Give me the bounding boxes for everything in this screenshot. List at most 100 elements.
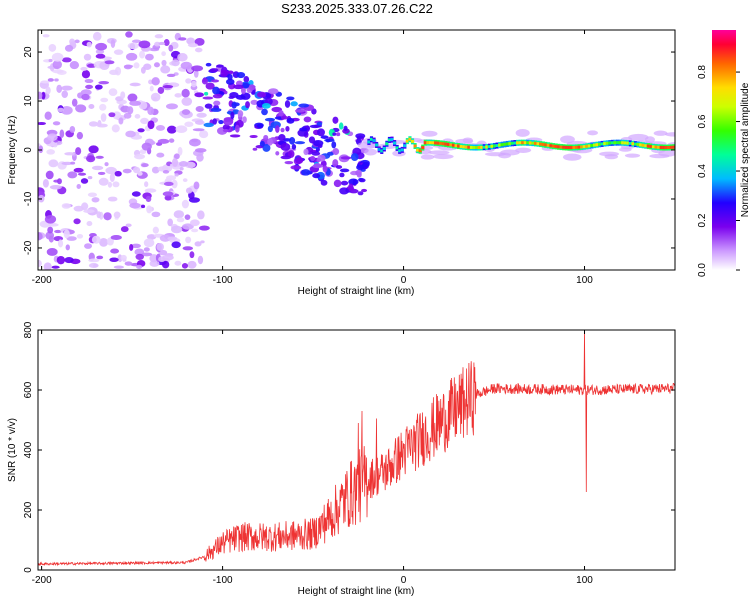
carrier-band-core [439, 141, 443, 145]
transition-blob [286, 117, 295, 124]
carrier-band-core [644, 144, 648, 148]
y-tick-label: 10 [23, 95, 34, 107]
carrier-band-core [669, 145, 674, 149]
noise-blob [150, 92, 161, 102]
carrier-band-core [377, 147, 381, 151]
noise-blob [64, 44, 74, 52]
carrier-band-core [508, 142, 512, 146]
carrier-band-core [618, 141, 622, 145]
noise-blob [38, 91, 43, 100]
transition-blob [216, 64, 224, 68]
noise-blob [108, 88, 118, 97]
noise-blob [129, 202, 141, 209]
transition-blob [284, 100, 291, 108]
carrier-band-core [403, 144, 407, 148]
transition-blob [233, 84, 244, 90]
carrier-halo [432, 154, 454, 160]
transition-blob [320, 135, 329, 139]
noise-blob [125, 31, 133, 38]
carrier-band-core [516, 141, 520, 145]
carrier-band-core [587, 144, 591, 148]
transition-blob [294, 109, 306, 113]
noise-blob [54, 78, 59, 82]
carrier-band-core [533, 141, 538, 145]
noise-blob [191, 65, 204, 72]
noise-blob [80, 178, 89, 184]
transition-blob [312, 173, 321, 179]
noise-blob [44, 214, 57, 224]
carrier-band-core [472, 146, 476, 150]
noise-blob [171, 225, 183, 234]
snr-y-ticks: 0 200 400 600 800 [23, 321, 675, 573]
noise-blob [96, 123, 108, 128]
noise-blob [109, 69, 119, 76]
noise-blob [194, 148, 207, 153]
noise-blob [179, 161, 189, 167]
colorbar-tick-label: 0.0 [697, 263, 708, 277]
spectrogram-region-transition [201, 62, 370, 196]
noise-blob [174, 93, 182, 98]
carrier-band-core [544, 143, 548, 147]
carrier-band-core [585, 144, 589, 148]
carrier-band-core [423, 141, 427, 145]
spectrogram-y-label: Frequency (Hz) [7, 116, 18, 185]
transition-blob [298, 103, 310, 108]
noise-blob [136, 264, 143, 270]
noise-blob [46, 149, 56, 155]
noise-blob [86, 41, 92, 48]
noise-blob [139, 50, 146, 59]
noise-blob [140, 117, 149, 125]
transition-blob [271, 106, 283, 113]
noise-blob [181, 109, 191, 116]
transition-blob [316, 121, 323, 126]
carrier-band-core [462, 145, 466, 149]
noise-blob [61, 203, 71, 209]
x-tick-label: -100 [213, 275, 233, 286]
noise-blob [190, 219, 200, 227]
carrier-band-core [426, 141, 430, 145]
carrier-halo [599, 151, 620, 157]
transition-blob [236, 71, 246, 79]
carrier-band-core [600, 142, 604, 146]
noise-blob [100, 113, 107, 122]
noise-blob [66, 236, 77, 241]
noise-blob [190, 139, 198, 143]
transition-blob [212, 118, 217, 125]
carrier-band-core [436, 141, 440, 145]
transition-blob [267, 125, 273, 133]
transition-blob [259, 140, 265, 147]
carrier-band-core [395, 146, 399, 150]
transition-blob [245, 101, 250, 109]
noise-blob [131, 191, 141, 197]
noise-blob [44, 111, 52, 120]
transition-blob [340, 180, 349, 186]
carrier-band-core [434, 141, 438, 145]
noise-blob [84, 243, 92, 249]
noise-blob [95, 155, 104, 159]
noise-blob [38, 232, 43, 241]
noise-blob [47, 226, 54, 234]
noise-blob [125, 52, 138, 61]
colorbar-tick-label: 0.6 [697, 114, 708, 128]
noise-blob [113, 49, 124, 55]
noise-blob [80, 89, 92, 96]
noise-blob [88, 145, 99, 154]
noise-blob [47, 78, 54, 82]
noise-blob [193, 181, 200, 190]
noise-blob [154, 34, 164, 39]
noise-blob [191, 228, 199, 233]
noise-blob [165, 103, 178, 110]
transition-blob [203, 122, 215, 128]
noise-blob [83, 209, 95, 214]
noise-blob [110, 248, 120, 254]
noise-blob [49, 184, 62, 190]
carrier-band-core [595, 143, 599, 147]
transition-blob [299, 127, 308, 132]
x-tick-label: -100 [213, 575, 233, 586]
noise-blob [123, 64, 133, 70]
carrier-halo [364, 148, 378, 156]
transition-blob [232, 102, 240, 107]
noise-blob [97, 171, 106, 175]
carrier-band-core [523, 141, 527, 145]
carrier-band-core [649, 144, 653, 148]
